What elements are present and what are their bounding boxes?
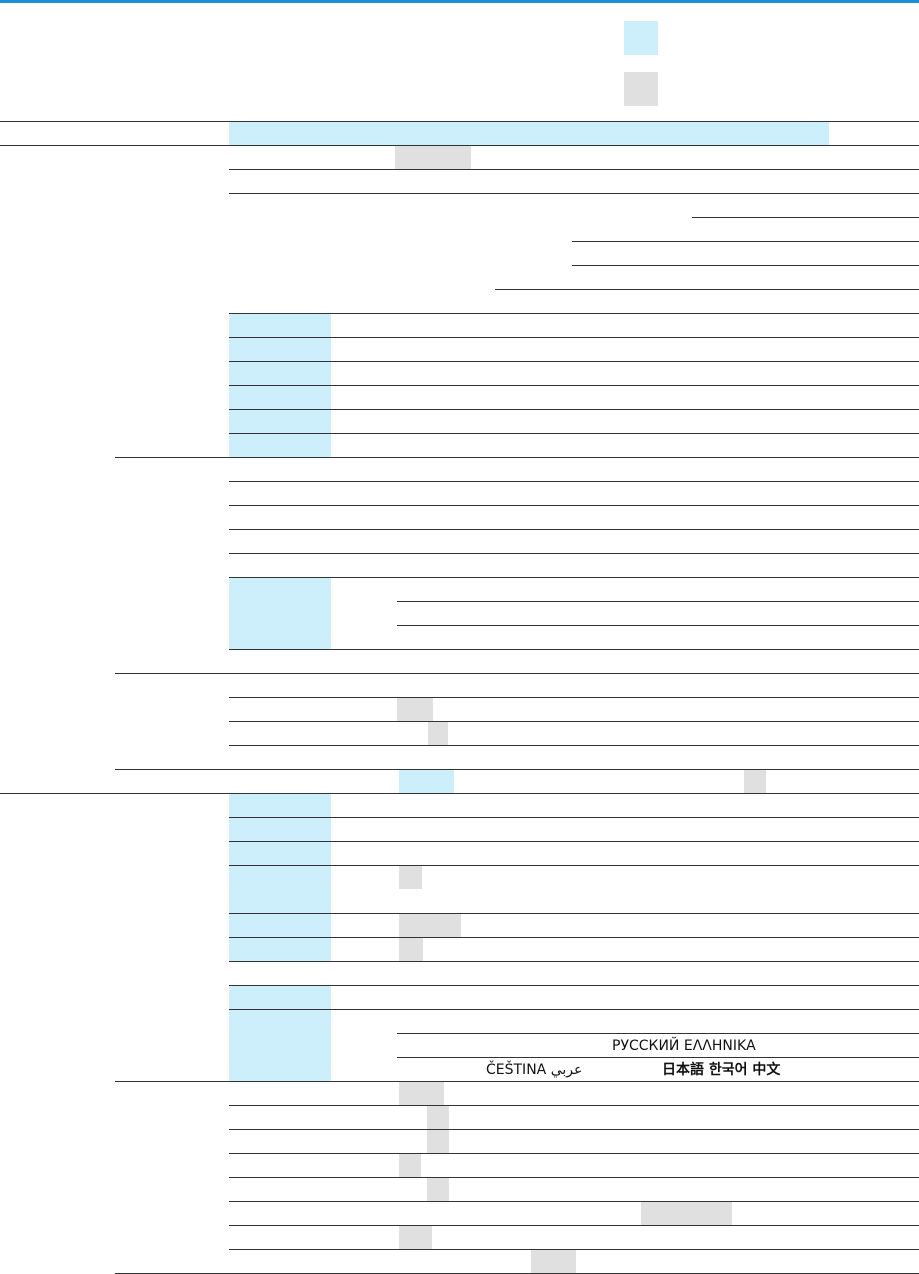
row-rule [115,673,919,674]
row-rule [229,817,919,818]
row-rule [229,481,919,482]
row-rule [0,793,919,794]
value-cell [397,698,433,721]
label-cell [229,986,331,1009]
row-rule [229,841,919,842]
label-cell [229,386,331,409]
row-rule [397,1033,919,1034]
label-cell [229,410,331,433]
row-rule [229,1201,919,1202]
row-rule [229,1105,919,1106]
language-label: РУССКИЙ ΕΛΛΗΝΙΚΑ [612,1038,756,1054]
row-rule [0,145,919,146]
row-rule [115,769,919,770]
row-rule [115,457,919,458]
row-rule [229,1153,919,1154]
value-cell [427,1178,449,1201]
row-rule [397,601,919,602]
row-rule [229,1225,919,1226]
row-rule [229,1177,919,1178]
value-cell [399,1226,432,1249]
label-cell [229,938,331,961]
row-rule [229,985,919,986]
row-rule [229,193,919,194]
row-rule [229,913,919,914]
row-rule [692,217,919,218]
label-cell [229,1010,331,1081]
highlight-cell [399,770,454,793]
row-rule [229,433,919,434]
row-rule [229,1009,919,1010]
row-rule [229,553,919,554]
row-rule [229,961,919,962]
label-cell [229,818,331,841]
row-rule [229,409,919,410]
row-rule [229,937,919,938]
row-rule [229,529,919,530]
row-rule [229,385,919,386]
language-label: ČEŠTINA عربي [486,1062,583,1078]
value-cell [399,938,423,961]
top-rule [0,0,919,3]
language-label: 日本語 한국어 中文 [662,1062,781,1078]
value-cell [399,1082,444,1105]
value-cell [641,1202,732,1225]
label-cell [229,578,331,649]
row-rule [397,1057,919,1058]
row-rule [229,313,919,314]
legend-swatch [624,72,658,106]
label-cell [229,914,331,937]
row-rule [229,649,919,650]
row-rule [229,361,919,362]
row-rule [0,121,919,122]
value-cell [399,914,461,937]
row-rule [229,169,919,170]
label-cell [229,338,331,361]
row-rule [229,505,919,506]
value-cell [395,146,471,169]
row-rule [572,241,919,242]
label-cell [229,866,331,913]
value-cell [399,1154,421,1177]
row-rule [229,745,919,746]
value-cell [427,1106,449,1129]
row-rule [397,625,919,626]
label-cell [229,362,331,385]
row-rule [229,337,919,338]
value-cell [744,770,766,793]
row-rule [229,697,919,698]
value-cell [399,866,422,889]
row-rule [572,265,919,266]
row-rule [495,289,919,290]
value-cell [427,1130,449,1153]
header-bar [229,122,829,145]
row-rule [229,721,919,722]
label-cell [229,434,331,457]
legend-swatch [624,21,658,55]
value-cell [531,1250,576,1273]
row-rule [229,577,919,578]
label-cell [229,842,331,865]
row-rule [229,1249,919,1250]
label-cell [229,794,331,817]
value-cell [428,722,448,745]
row-rule [115,1081,919,1082]
row-rule [229,1129,919,1130]
label-cell [229,314,331,337]
row-rule [229,865,919,866]
